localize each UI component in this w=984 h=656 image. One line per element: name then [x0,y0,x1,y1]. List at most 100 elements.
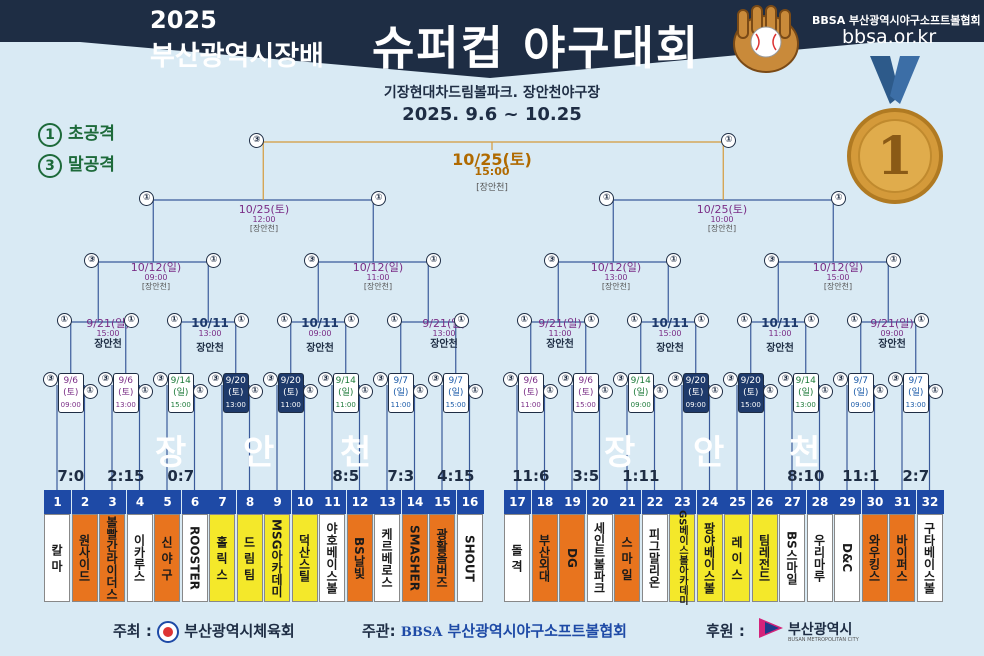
match-time: 13:00 [905,401,926,409]
match-date: 10/12(일) [590,261,642,274]
match-date: 10/11 [761,316,799,330]
match-day: (토) [578,388,594,398]
watermark-char: 장 [604,433,636,473]
match-day: (토) [743,388,759,398]
round32-match-date: 9/20 (토) 11:00 [277,373,304,413]
round32-match-date: 9/14 (일) 09:00 [627,373,654,413]
match-score: 4:15 [437,467,475,485]
team-name-box: 부산외대 [531,514,558,602]
team-number: 12 [346,490,374,514]
match-date: 10/25(토) [696,203,748,216]
medal-number: 1 [877,126,913,187]
last-attack-icon: ③ [888,372,903,387]
last-attack-icon: ③ [558,372,573,387]
team-name-box: 덕산스틸 [291,514,318,602]
first-attack-icon: ① [343,313,359,328]
team-name: 팡야베이스볼 [702,522,716,594]
first-attack-icon: ① [247,384,263,399]
match-score: 11:1 [842,467,880,485]
sponsor-subtitle: BUSAN METROPOLITAN CITY [788,637,859,643]
match-venue: [장안천] [363,281,393,291]
match-venue: 장안천 [306,342,334,354]
match-time: 09:00 [60,401,81,409]
match-time: 15:00 [575,401,596,409]
team-name: 우리마루 [812,534,826,582]
sponsor-label: 후원 : [706,622,745,640]
team-number: 8 [236,490,264,514]
team-number: 13 [374,490,401,514]
busan-sports-logo-icon [157,620,180,643]
first-attack-icon: ① [371,191,387,206]
team-number: 15 [429,490,456,514]
team-name: BS스마일 [784,531,799,585]
match-venue: 장안천 [94,338,122,350]
team-name: SHOUT [462,534,477,582]
match-venue: 장안천 [430,338,458,350]
team-name-box: 볼빨간라이더스 [99,514,125,602]
footer-organizer: 주관: BBSA 부산광역시야구소프트볼협회 [362,620,627,641]
first-attack-icon: ① [846,313,862,328]
team-name-box: SMASHER [401,514,428,602]
match-time: 11:00 [768,329,792,338]
last-attack-icon: ③ [778,372,793,387]
match-day: (토) [283,388,299,398]
team-name: 부산외대 [537,534,551,582]
last-attack-icon: ③ [304,253,320,268]
match-date: 10/12(일) [352,261,404,274]
round32-match-date: 9/6 (토) 09:00 [57,373,84,413]
semi-right-info: 10/25(토) 10:00 [장안천] [672,203,772,234]
match-time: 11:00 [366,273,390,283]
match-date: 9/14 [335,376,356,386]
r16-info: 10/11 15:00 장안천 [640,316,700,354]
first-attack-icon: ① [762,384,778,399]
match-date: 10/11 [191,316,229,330]
team-number: 24 [696,490,724,514]
team-number: 4 [126,490,154,514]
match-time: 13:00 [795,401,816,409]
first-attack-icon: ① [597,384,613,399]
org-url[interactable]: bbsa.or.kr [842,26,937,48]
team-name-box: 와우킹스 [861,514,888,602]
match-time: 13:00 [604,273,628,283]
match-score: 8:5 [332,467,360,485]
match-date: 10/11 [301,316,339,330]
round32-match-date: 9/7 (일) 13:00 [902,373,929,413]
team-name-box: 원사이드 [71,514,98,602]
team-number: 3 [99,490,126,514]
last-attack-icon: ③ [318,372,333,387]
match-venue: [장안천] [141,281,171,291]
watermark-char: 천 [789,433,821,473]
team-name-box: 팀레전드 [751,514,778,602]
last-attack-icon: ③ [373,372,388,387]
first-attack-icon: ① [817,384,833,399]
legend-first-attack: 1 초공격 [38,119,115,147]
legend-last-attack: 3 말공격 [38,150,115,178]
match-time: 13:00 [225,401,246,409]
r16-info: 9/21(일) 15:00 장안천 [68,317,148,350]
final-time: 15:00 [474,165,510,178]
first-attack-icon: ① [721,133,737,148]
match-date: 9/20 [280,376,301,386]
match-time: 10:00 [710,215,734,225]
team-name: 원사이드 [77,534,91,582]
match-day: (일) [908,388,924,398]
team-number: 17 [504,490,531,514]
last-attack-icon: ③ [544,253,560,268]
first-attack-icon: ① [139,191,155,206]
match-venue: [장안천] [249,223,279,233]
first-attack-icon: ① [652,384,668,399]
team-name: 신 야 구 [159,535,174,581]
match-time: 13:00 [432,329,456,339]
team-name-box: ROOSTER [181,514,208,602]
match-time: 15:00 [658,329,682,338]
match-time: 11:00 [280,401,301,409]
match-date: 9/14 [795,376,816,386]
team-number: 30 [861,490,889,514]
match-venue: 장안천 [878,338,906,350]
first-attack-icon: ① [302,384,318,399]
first-attack-icon: ① [56,313,72,328]
first-attack-icon: ① [599,191,615,206]
first-attack-icon: ① [516,313,532,328]
team-number: 14 [401,490,429,514]
legend-symbol: 3 [38,154,62,178]
